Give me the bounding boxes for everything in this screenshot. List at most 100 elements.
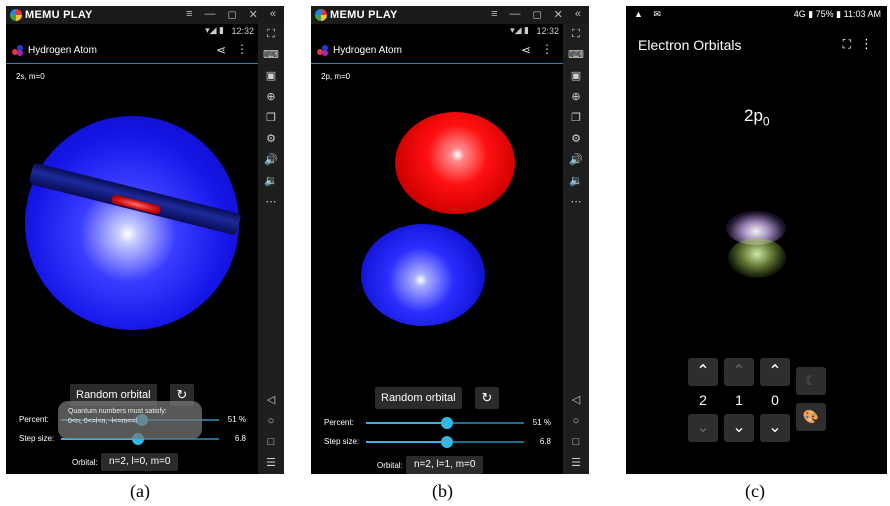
- fullscreen-icon[interactable]: ⛶: [572, 28, 580, 40]
- status-right: 4G ▮ 75% ▮ 11:03 AM: [793, 9, 881, 19]
- step-size-slider-fill: [61, 438, 139, 440]
- multi-window-icon[interactable]: ❐: [571, 112, 581, 124]
- refresh-icon[interactable]: ↻: [475, 387, 499, 409]
- menu-icon[interactable]: ≡: [491, 8, 498, 20]
- percent-slider-thumb[interactable]: [440, 417, 453, 429]
- settings-icon[interactable]: ⚙: [571, 133, 581, 145]
- volume-up-icon[interactable]: 🔊: [569, 154, 583, 166]
- step-size-slider-fill: [366, 441, 447, 443]
- percent-value: 51 %: [532, 418, 551, 427]
- keyboard-icon[interactable]: ⌨: [263, 49, 279, 61]
- location-icon[interactable]: ⊕: [571, 91, 581, 103]
- overflow-menu-icon[interactable]: ⋮: [860, 36, 873, 51]
- orbital-input[interactable]: n=2, l=0, m=0: [101, 453, 179, 471]
- orbital-name-main: 2p: [744, 106, 763, 125]
- memu-logo-icon: [315, 9, 327, 21]
- m-increment-button[interactable]: ⌃: [760, 358, 790, 386]
- keyboard-icon[interactable]: ⌨: [568, 49, 584, 61]
- collapse-icon[interactable]: «: [269, 8, 276, 20]
- emulator-side-toolbar: ⛶ ⌨ ▣ ⊕ ❐ ⚙ 🔊 🔉 ⋯ ◁ ○ □ ☰: [258, 24, 284, 474]
- multi-window-icon[interactable]: ❐: [266, 112, 276, 124]
- random-orbital-button[interactable]: Random orbital: [70, 384, 157, 406]
- orbital-glow-lower-lobe: [728, 238, 786, 278]
- overflow-menu-icon[interactable]: ⋮: [541, 42, 553, 56]
- emulator-brand: MEMU PLAY: [25, 9, 93, 21]
- orbital-2p-negative-lobe[interactable]: [361, 224, 485, 326]
- percent-label: Percent:: [19, 415, 49, 424]
- emulator-title-bar: MEMU PLAY ≡ — ◻ ✕ «: [6, 6, 284, 24]
- orbital-input[interactable]: n=2, l=1, m=0: [406, 456, 484, 474]
- percent-slider[interactable]: [366, 417, 524, 429]
- volume-down-icon[interactable]: 🔉: [264, 175, 278, 187]
- caption-c: (c): [745, 481, 765, 501]
- fullscreen-icon[interactable]: ⛶: [267, 28, 275, 40]
- minimize-icon[interactable]: —: [204, 8, 216, 20]
- share-icon[interactable]: ⋖: [520, 43, 531, 57]
- close-icon[interactable]: ✕: [248, 9, 258, 21]
- list-icon[interactable]: ☰: [571, 457, 581, 469]
- caption-b: (b): [432, 481, 453, 501]
- phone-screen-c: ▲ ✉ 4G ▮ 75% ▮ 11:03 AM Electron Orbital…: [626, 6, 887, 474]
- app-title: Hydrogen Atom: [333, 45, 402, 56]
- orbital-label: Orbital:: [72, 458, 98, 467]
- toast-line-1: Quantum numbers must satisfy:: [68, 408, 167, 415]
- l-increment-button[interactable]: ⌃: [724, 358, 754, 386]
- atom-app-icon: [317, 45, 328, 56]
- recents-icon[interactable]: □: [572, 436, 580, 448]
- theme-toggle-icon[interactable]: ☾: [796, 367, 826, 395]
- emulator-brand: MEMU PLAY: [330, 9, 398, 21]
- fullscreen-icon[interactable]: ⛶: [842, 37, 851, 51]
- more-icon[interactable]: ⋯: [265, 196, 277, 208]
- back-icon[interactable]: ◁: [571, 394, 581, 406]
- toast-line-2: 0<n, 0<=l<n, -l<=m<=l: [68, 418, 137, 425]
- orbital-label: Orbital:: [377, 461, 403, 470]
- memu-logo-icon: [10, 9, 22, 21]
- maximize-icon[interactable]: ◻: [227, 9, 237, 21]
- percent-label: Percent:: [324, 418, 354, 427]
- android-status-bar: ▲ ✉ 4G ▮ 75% ▮ 11:03 AM: [626, 6, 887, 22]
- n-value: 2: [699, 392, 707, 408]
- location-icon[interactable]: ⊕: [266, 91, 276, 103]
- list-icon[interactable]: ☰: [266, 457, 276, 469]
- step-size-value: 6.8: [234, 434, 246, 443]
- collapse-icon[interactable]: «: [574, 8, 581, 20]
- l-decrement-button[interactable]: ⌄: [724, 414, 754, 442]
- share-icon[interactable]: ⋖: [215, 43, 226, 57]
- app-title: Electron Orbitals: [638, 37, 742, 53]
- step-size-slider-thumb[interactable]: [440, 436, 453, 448]
- l-value: 1: [735, 392, 743, 408]
- refresh-icon[interactable]: ↻: [170, 384, 194, 406]
- palette-icon[interactable]: 🎨: [796, 403, 826, 431]
- apk-icon[interactable]: ▣: [265, 70, 277, 82]
- recents-icon[interactable]: □: [267, 436, 275, 448]
- home-icon[interactable]: ○: [572, 415, 580, 427]
- step-size-label: Step size:: [19, 434, 55, 443]
- maximize-icon[interactable]: ◻: [532, 9, 542, 21]
- quantum-state-label: 2s, m=0: [16, 72, 45, 81]
- volume-down-icon[interactable]: 🔉: [569, 175, 583, 187]
- step-size-slider[interactable]: [366, 436, 524, 448]
- home-icon[interactable]: ○: [267, 415, 275, 427]
- settings-icon[interactable]: ⚙: [266, 133, 276, 145]
- minimize-icon[interactable]: —: [509, 8, 521, 20]
- m-decrement-button[interactable]: ⌄: [760, 414, 790, 442]
- random-orbital-button[interactable]: Random orbital: [375, 387, 462, 409]
- signal-icon: ▾◢ ▮: [510, 25, 529, 35]
- orbital-name: 2p0: [744, 106, 770, 128]
- atom-app-icon: [12, 45, 23, 56]
- apk-icon[interactable]: ▣: [570, 70, 582, 82]
- n-decrement-button[interactable]: ⌄: [688, 414, 718, 442]
- orbital-2p-positive-lobe[interactable]: [395, 112, 515, 214]
- volume-up-icon[interactable]: 🔊: [264, 154, 278, 166]
- validation-toast: Quantum numbers must satisfy: 0<n, 0<=l<…: [58, 401, 202, 439]
- overflow-menu-icon[interactable]: ⋮: [236, 42, 248, 56]
- m-value: 0: [771, 392, 779, 408]
- back-icon[interactable]: ◁: [266, 394, 276, 406]
- status-time: 12:32: [231, 26, 254, 36]
- caption-a: (a): [130, 481, 150, 501]
- n-increment-button[interactable]: ⌃: [688, 358, 718, 386]
- more-icon[interactable]: ⋯: [570, 196, 582, 208]
- menu-icon[interactable]: ≡: [186, 8, 193, 20]
- emulator-window-a: MEMU PLAY ≡ — ◻ ✕ « ▾◢ ▮ 12:32 Hydrogen …: [6, 6, 284, 474]
- close-icon[interactable]: ✕: [553, 9, 563, 21]
